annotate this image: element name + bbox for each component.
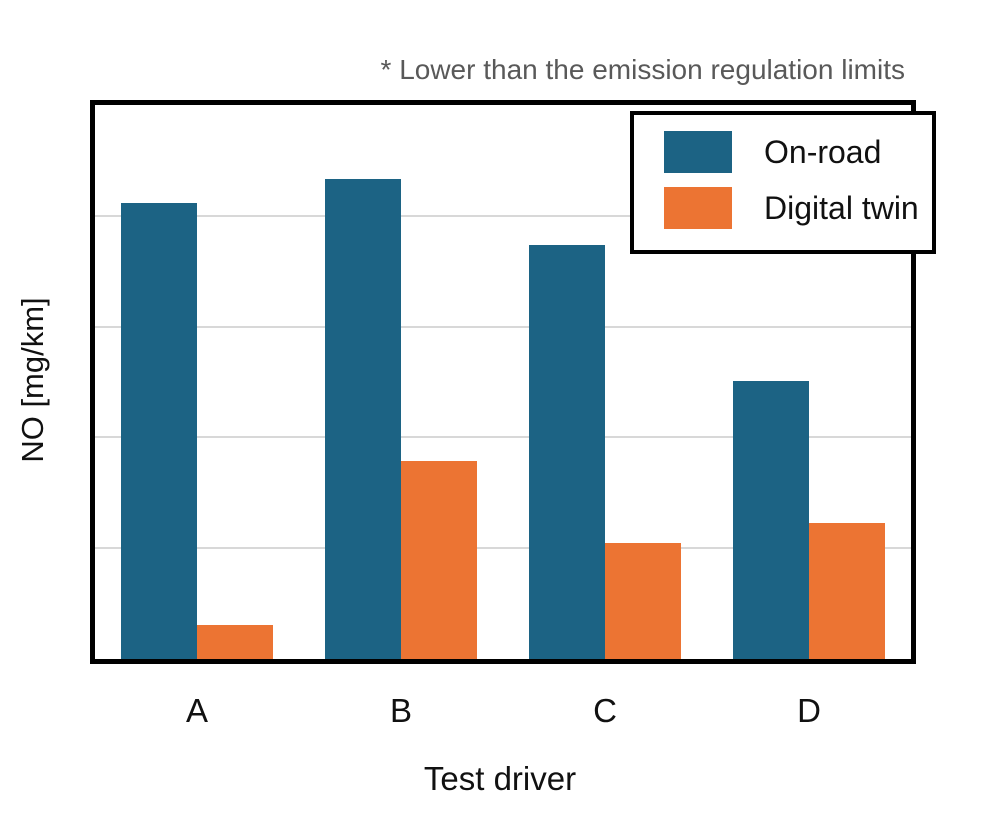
gridline [95, 214, 911, 217]
legend-swatch-onroad [664, 131, 732, 173]
bar-digital-twin-c [605, 542, 681, 659]
chart-annotation: * Lower than the emission regulation lim… [380, 54, 905, 85]
gridline [95, 436, 911, 439]
bar-digital-twin-b [401, 460, 477, 659]
bar-on-road-a [121, 202, 197, 659]
x-tick-label-a: A [185, 692, 209, 729]
bar-digital-twin-d [809, 522, 885, 659]
gridline [95, 547, 911, 550]
legend-swatch-digital-twin [664, 187, 732, 229]
gridline [95, 325, 911, 328]
x-axis-label: Test driver [423, 760, 577, 797]
bar-on-road-c [529, 244, 605, 659]
x-tick-label-b: B [389, 692, 413, 729]
legend-item-digital-twin: Digital twin [664, 187, 932, 229]
plot-grid-and-bars [95, 105, 911, 659]
legend-item-onroad: On-road [664, 131, 932, 173]
bar-on-road-d [733, 380, 809, 659]
y-axis-label: NO [mg/km] [15, 297, 50, 463]
legend-label-onroad: On-road [764, 133, 882, 170]
bar-digital-twin-a [197, 624, 273, 659]
bar-on-road-b [325, 179, 401, 659]
legend-label-digital-twin: Digital twin [764, 189, 919, 226]
x-tick-label-c: C [593, 692, 617, 729]
legend: On-road Digital twin [630, 111, 936, 254]
x-tick-label-d: D [797, 692, 821, 729]
